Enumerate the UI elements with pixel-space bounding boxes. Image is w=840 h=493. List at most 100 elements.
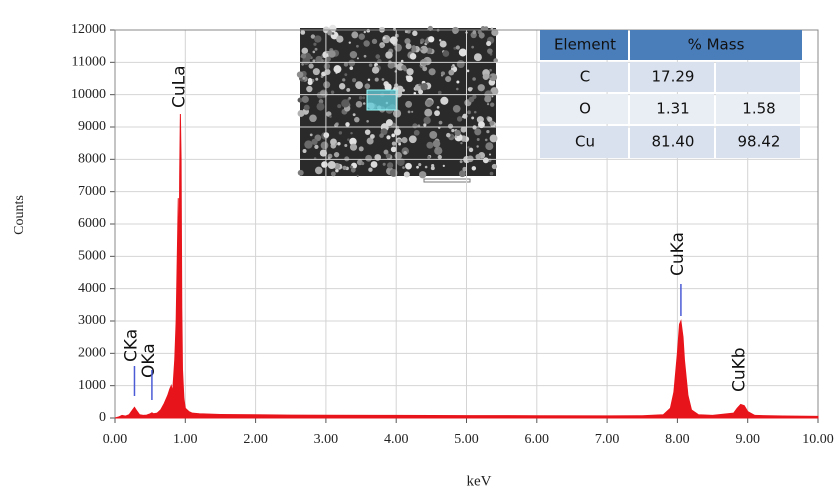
table-header-cell bbox=[540, 30, 628, 60]
sem-grain bbox=[335, 168, 339, 173]
sem-grain bbox=[361, 161, 365, 166]
sem-grain bbox=[417, 124, 421, 128]
x-tick-label: 5.00 bbox=[454, 432, 479, 447]
peak-label: CKa bbox=[121, 329, 141, 362]
sem-grain bbox=[349, 165, 353, 169]
sem-grain bbox=[356, 174, 359, 177]
sem-grain bbox=[356, 44, 359, 48]
sem-grain bbox=[325, 50, 329, 54]
table-header: % Mass bbox=[688, 36, 745, 54]
sem-grain bbox=[411, 45, 416, 50]
sem-grain bbox=[473, 110, 477, 114]
sem-grain bbox=[437, 90, 442, 95]
sem-grain bbox=[439, 40, 447, 48]
y-tick-label: 9000 bbox=[78, 119, 106, 134]
peak-label: OKa bbox=[139, 343, 159, 378]
sem-grain bbox=[418, 83, 421, 87]
sem-grain bbox=[453, 46, 457, 50]
sem-grain bbox=[397, 138, 402, 143]
sem-grain bbox=[452, 104, 461, 113]
table-cell bbox=[630, 94, 714, 124]
sem-grain bbox=[432, 139, 441, 148]
sem-grain bbox=[382, 162, 386, 166]
sem-grain bbox=[352, 78, 357, 83]
sem-grain bbox=[323, 63, 331, 70]
sem-grain bbox=[422, 66, 428, 72]
sem-grain bbox=[408, 135, 417, 144]
sem-grain bbox=[442, 50, 450, 57]
sem-grain bbox=[402, 166, 405, 169]
sem-grain bbox=[491, 28, 499, 37]
sem-grain bbox=[445, 75, 452, 83]
sem-grain bbox=[358, 33, 365, 40]
sem-grain bbox=[403, 171, 410, 178]
sem-grain bbox=[314, 35, 322, 43]
y-tick-label: 3000 bbox=[78, 313, 106, 328]
sem-grain bbox=[354, 116, 360, 123]
sem-grain bbox=[451, 128, 455, 133]
sem-grain bbox=[394, 128, 402, 136]
sem-grain bbox=[391, 133, 396, 138]
sem-grain bbox=[371, 38, 378, 45]
sem-grain bbox=[435, 147, 439, 151]
x-tick-label: 3.00 bbox=[314, 432, 339, 447]
sem-grain bbox=[454, 135, 458, 138]
sem-grain bbox=[487, 116, 493, 122]
sem-grain bbox=[428, 36, 435, 43]
sem-grain bbox=[489, 134, 498, 143]
sem-grain bbox=[302, 76, 306, 80]
sem-grain bbox=[406, 75, 413, 83]
sem-grain bbox=[484, 95, 492, 103]
sem-grain bbox=[337, 142, 341, 146]
sem-grain bbox=[325, 56, 331, 62]
sem-grain bbox=[404, 38, 411, 45]
sem-grain bbox=[379, 44, 384, 49]
sem-grain bbox=[358, 96, 363, 100]
x-tick-label: 6.00 bbox=[525, 432, 550, 447]
sem-grain bbox=[400, 59, 404, 63]
sem-grain bbox=[362, 96, 366, 100]
sem-grain bbox=[342, 78, 346, 82]
sem-grain bbox=[385, 51, 393, 59]
sem-grain bbox=[424, 165, 428, 169]
sem-grain bbox=[342, 165, 347, 170]
sem-grain bbox=[297, 169, 304, 176]
sem-grain bbox=[490, 102, 495, 107]
sem-grain bbox=[489, 153, 492, 156]
sem-grain bbox=[429, 130, 438, 139]
sem-grain bbox=[312, 59, 316, 63]
sem-grain bbox=[343, 62, 349, 67]
sem-grain bbox=[418, 89, 424, 95]
y-tick-label: 6000 bbox=[78, 216, 106, 231]
y-tick-label: 8000 bbox=[78, 152, 106, 167]
x-axis-title: keV bbox=[467, 473, 492, 489]
sem-grain bbox=[320, 141, 329, 150]
sem-grain bbox=[428, 68, 436, 76]
sem-grain bbox=[334, 122, 339, 127]
x-tick-label: 10.00 bbox=[802, 432, 834, 447]
sem-grain bbox=[344, 73, 348, 77]
table-value: 81.40 bbox=[652, 133, 695, 151]
sem-grain bbox=[472, 30, 477, 35]
sem-grain bbox=[420, 41, 423, 44]
sem-grain bbox=[477, 84, 485, 92]
sem-grain bbox=[405, 43, 412, 50]
table-cell bbox=[540, 94, 628, 124]
sem-grain bbox=[469, 87, 473, 91]
sem-grain bbox=[396, 85, 404, 93]
sem-grain bbox=[348, 59, 356, 67]
y-tick-label: 2000 bbox=[78, 346, 106, 361]
sem-grain bbox=[385, 153, 391, 159]
sem-grain bbox=[352, 113, 356, 117]
sem-grain bbox=[427, 99, 433, 106]
sem-grain bbox=[489, 75, 492, 78]
sem-grain bbox=[459, 160, 463, 164]
sem-grain bbox=[467, 146, 470, 149]
spectrum bbox=[114, 114, 819, 419]
sem-grain bbox=[309, 133, 313, 137]
sem-grain bbox=[412, 123, 418, 129]
sem-grain bbox=[368, 167, 373, 172]
sem-grain bbox=[349, 137, 357, 146]
sem-scale-bar bbox=[423, 178, 471, 183]
sem-grain bbox=[491, 163, 498, 170]
